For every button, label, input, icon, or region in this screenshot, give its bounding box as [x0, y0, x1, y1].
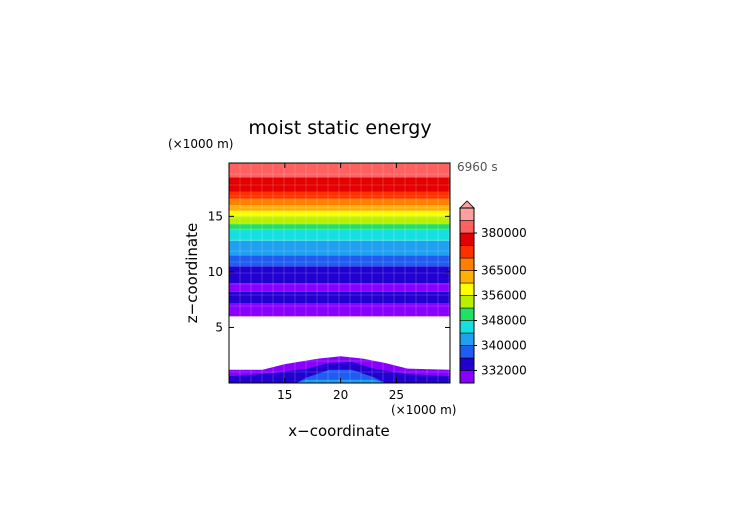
- colorbar-swatch-12: [459, 220, 475, 234]
- contour-band-4: [229, 255, 450, 267]
- contour-band-7: [229, 224, 450, 230]
- colorbar-swatch-8: [459, 270, 475, 284]
- boundary-layer-contour-2: [296, 369, 386, 383]
- colorbar-label: 348000: [481, 314, 527, 328]
- colorbar-swatch-9: [459, 257, 475, 271]
- colorbar-swatch-13: [459, 207, 475, 221]
- colorbar-swatch-3: [459, 332, 475, 346]
- colorbar-swatch-2: [459, 345, 475, 359]
- colorbar-label: 332000: [481, 364, 527, 378]
- contour-band-1: [229, 291, 450, 303]
- contour-band-13: [229, 177, 450, 192]
- x-axis-unit: (×1000 m): [391, 403, 456, 417]
- plot-frame: [228, 162, 451, 384]
- contour-band-14: [229, 163, 450, 178]
- colorbar: 332000 340000 348000 356000 365000 380000: [459, 200, 527, 384]
- x-tick-label: 20: [333, 388, 348, 402]
- y-tick-label: 15: [208, 209, 223, 223]
- contour-band-8: [229, 216, 450, 225]
- contour-band-12: [229, 191, 450, 199]
- time-label: 6960 s: [457, 160, 498, 174]
- colorbar-extend-arrow: [459, 200, 475, 209]
- x-tick-label: 25: [389, 388, 404, 402]
- colorbar-label: 340000: [481, 339, 527, 353]
- x-axis-label: x−coordinate: [288, 422, 389, 440]
- contour-band-2: [229, 283, 450, 292]
- axis-ticks: 15 20 25 5 10 15: [208, 163, 450, 402]
- colorbar-swatch-11: [459, 232, 475, 246]
- y-axis-unit: (×1000 m): [168, 137, 233, 151]
- plot-area: [228, 162, 450, 384]
- contour-band-3: [229, 266, 450, 283]
- contour-band-6: [229, 229, 450, 241]
- x-tick-label: 15: [277, 388, 292, 402]
- colorbar-label: 365000: [481, 264, 527, 278]
- colorbar-swatch-10: [459, 245, 475, 259]
- colorbar-label: 380000: [481, 226, 527, 240]
- grid-overlay: [228, 162, 450, 384]
- colorbar-swatch-0: [459, 370, 475, 384]
- y-tick-label: 10: [208, 265, 223, 279]
- contour-band-5: [229, 240, 450, 256]
- contour-band-0: [229, 303, 450, 317]
- colorbar-swatch-1: [459, 357, 475, 371]
- y-tick-label: 5: [215, 320, 223, 334]
- colorbar-swatch-5: [459, 307, 475, 321]
- chart-title: moist static energy: [248, 117, 431, 139]
- contour-band-10: [229, 205, 450, 211]
- y-axis-label: z−coordinate: [183, 223, 201, 323]
- colorbar-label: 356000: [481, 289, 527, 303]
- contour-band-9: [229, 210, 450, 217]
- colorbar-swatch-6: [459, 295, 475, 309]
- colorbar-swatch-7: [459, 282, 475, 296]
- contour-band-11: [229, 198, 450, 206]
- colorbar-swatch-4: [459, 320, 475, 334]
